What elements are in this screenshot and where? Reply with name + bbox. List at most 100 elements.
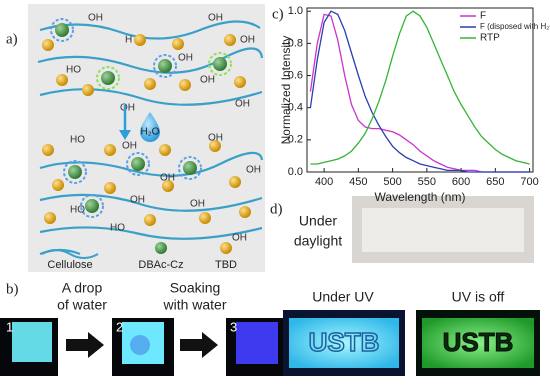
arrow [180, 332, 218, 358]
hydroxyl-label: OH [120, 103, 135, 114]
caption: with water [162, 297, 226, 313]
tbd [104, 144, 116, 156]
hydroxyl-label: OH [232, 233, 247, 244]
legend-dbac [155, 242, 167, 254]
halo [80, 194, 104, 218]
y-tick-label: 1.0 [288, 5, 303, 17]
halo [153, 54, 177, 78]
legend-label: F (disposed with H₂O) [480, 22, 550, 31]
dbac-cz [68, 165, 82, 179]
x-tick-label: 700 [520, 176, 538, 188]
hydroxyl-label: OH [235, 99, 250, 110]
tbd [82, 84, 94, 96]
hydroxyl-label: HO [70, 135, 85, 146]
hydroxyl-label: OH [246, 165, 261, 176]
dbac-cz [183, 161, 197, 175]
halo [178, 156, 202, 180]
tbd [229, 176, 241, 188]
caption: of water [57, 297, 107, 313]
x-axis-label: Wavelength (nm) [375, 190, 466, 204]
hydroxyl-label: OH [178, 53, 193, 64]
hydroxyl-label: OH [122, 141, 137, 152]
panel-label: d) [270, 201, 283, 217]
halo [96, 66, 120, 90]
printed-text: USTB [309, 327, 380, 357]
hydroxyl-label: OH [200, 75, 215, 86]
caption: daylight [294, 233, 342, 249]
x-tick-label: 400 [315, 176, 333, 188]
tbd [179, 79, 191, 91]
caption: UV is off [452, 289, 505, 305]
tbd [42, 144, 54, 156]
photo-number: 2 [116, 319, 123, 334]
tbd [209, 140, 221, 152]
legend-tbd [220, 242, 232, 254]
halo [208, 52, 232, 76]
tbd [162, 180, 174, 192]
panel-label: b) [6, 281, 19, 297]
sample [422, 318, 534, 368]
caption: Soaking [170, 280, 221, 296]
legend-label: RTP [480, 33, 500, 44]
tbd [56, 74, 68, 86]
y-tick-label: 0.6 [288, 69, 303, 81]
x-tick-label: 650 [486, 176, 504, 188]
tbd [52, 179, 64, 191]
hydroxyl-label: OH [160, 173, 175, 184]
dbac-cz [158, 59, 172, 73]
photo-number: 3 [230, 319, 237, 334]
water-drop [140, 112, 160, 142]
x-tick-label: 450 [349, 176, 367, 188]
series-line [309, 10, 530, 173]
hydroxyl-label: HO [66, 65, 81, 76]
y-tick-label: 0.4 [288, 102, 303, 114]
photo-number: 1 [6, 319, 13, 334]
tbd [159, 144, 171, 156]
legend-label: DBAc-Cz [138, 259, 183, 271]
dbac-cz [55, 23, 69, 37]
sample [12, 322, 52, 362]
tbd [239, 206, 251, 218]
tbd [104, 182, 116, 194]
molecules: OH OH OH H OH HO OH OH OH HO OH OH OH OH HO OH OH HO OH [42, 13, 261, 244]
tbd [144, 78, 156, 90]
halo [126, 152, 150, 176]
legend-label: F [480, 11, 486, 22]
tbd [172, 38, 184, 50]
hydroxyl-label: HO [110, 223, 125, 234]
dbac-cz [131, 157, 145, 171]
arrow [66, 332, 104, 358]
plot-frame [306, 7, 534, 173]
legend-label: TBD [215, 259, 237, 271]
y-tick-label: 0.8 [288, 37, 303, 49]
sample [236, 322, 278, 364]
arrow-head [119, 130, 131, 140]
tbd [224, 34, 236, 46]
halo [63, 160, 87, 184]
caption: Under [299, 213, 337, 229]
tbd [234, 76, 246, 88]
tbd [44, 212, 56, 224]
printed-text: USTB [443, 327, 514, 357]
legend-label: Cellulose [47, 259, 92, 271]
caption: Under UV [312, 289, 374, 305]
sample [289, 318, 399, 368]
dbac-cz [85, 199, 99, 213]
y-tick-label: 0.2 [288, 134, 303, 146]
tbd [42, 39, 54, 51]
hydroxyl-label: OH [208, 13, 223, 24]
water-label: H₂O [141, 127, 160, 138]
x-tick-label: 600 [452, 176, 470, 188]
spectrum-chart: Normalized Intensity Wavelength (nm) 0.0… [279, 5, 550, 204]
legend-fiber [41, 249, 99, 259]
series-line [310, 10, 530, 165]
hydroxyl-label: OH [208, 133, 223, 144]
y-axis-label: Normalized Intensity [279, 36, 293, 145]
hydroxyl-label: OH [88, 13, 103, 24]
y-tick-label: 0.0 [288, 166, 303, 178]
x-tick-label: 500 [383, 176, 401, 188]
x-tick-label: 550 [418, 176, 436, 188]
hydroxyl-label: OH [240, 35, 255, 46]
halo [50, 18, 74, 42]
